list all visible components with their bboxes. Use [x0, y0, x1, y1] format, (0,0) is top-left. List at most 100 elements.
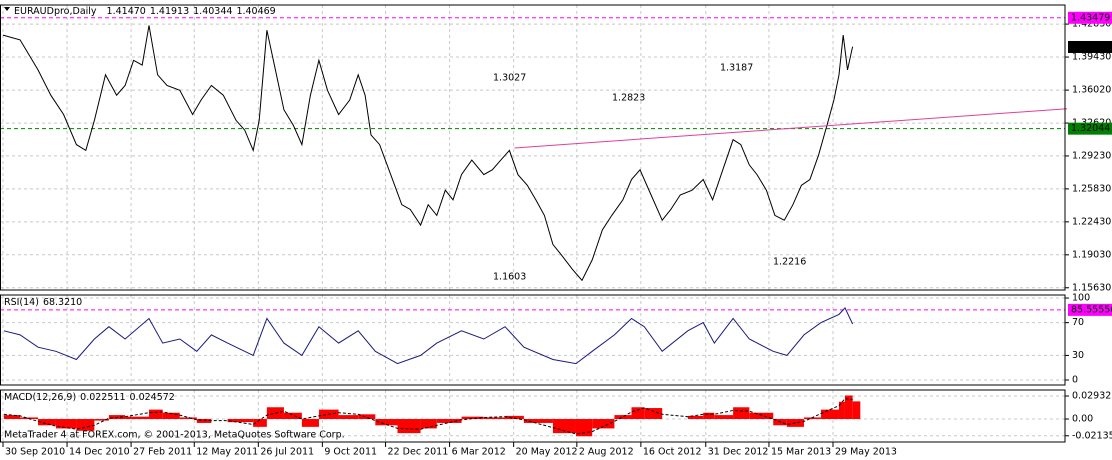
histogram-bar: [196, 419, 212, 423]
histogram-bar: [714, 415, 734, 420]
histogram-bar: [55, 419, 77, 429]
x-tick-label: 22 Dec 2011: [388, 447, 449, 458]
x-tick-label: 29 May 2013: [835, 447, 897, 458]
x-tick-label: 26 Jul 2011: [260, 447, 314, 458]
x-tick-label: 30 Sep 2010: [5, 447, 65, 458]
y-tick-label: -0.021358: [1072, 430, 1112, 441]
price-label: 1.40469: [1071, 41, 1110, 52]
level-label: 1.32044: [1071, 123, 1110, 134]
price-box: [1068, 40, 1112, 53]
histogram-bar: [803, 417, 822, 420]
ohlc-value: 1.40469: [236, 6, 275, 17]
y-tick-label: 100: [1072, 293, 1090, 304]
pane-border: [0, 294, 1066, 386]
histogram-bar: [162, 412, 180, 420]
annotation: 1.2823: [612, 93, 645, 104]
y-tick-label: 70: [1072, 317, 1084, 328]
annotation: 1.3027: [493, 73, 526, 84]
y-tick-label: 1.25830: [1072, 183, 1111, 194]
y-tick-label: 1.22430: [1072, 216, 1111, 227]
trendline: [514, 108, 1068, 149]
histogram-bar: [94, 419, 109, 421]
histogram-bar: [852, 401, 861, 420]
annotation: 1.3187: [720, 63, 753, 74]
y-tick-label: 1.39430: [1072, 52, 1111, 63]
histogram-bar: [786, 419, 804, 427]
histogram-bar: [149, 409, 163, 420]
histogram-bar: [523, 419, 553, 423]
histogram-bar: [38, 419, 56, 426]
histogram-bar: [687, 415, 704, 420]
y-tick-label: 0: [1072, 375, 1078, 386]
footer: MetaTrader 4 at FOREX.com, © 2001-2013, …: [4, 430, 345, 441]
histogram-bar: [358, 414, 376, 420]
indicator-value: 0.022511: [80, 392, 125, 403]
histogram-bar: [592, 419, 615, 429]
x-tick-label: 16 Oct 2012: [643, 447, 702, 458]
pane-header: EURAUDpro,Daily 1.41470 1.41913 1.40344 1.40…: [14, 6, 276, 17]
histogram-bar: [436, 419, 462, 423]
x-tick-label: 20 May 2012: [516, 447, 578, 458]
x-tick-label: 12 May 2011: [196, 447, 258, 458]
histogram-bar: [838, 401, 845, 420]
series-line: [3, 307, 854, 365]
pane-title: RSI(14): [4, 297, 39, 308]
indicator-value: 68.3210: [43, 297, 82, 308]
x-tick-label: 31 Dec 2012: [708, 447, 769, 458]
pane-header: RSI(14) 68.3210: [4, 297, 82, 308]
annotation: 1.1603: [493, 272, 526, 283]
histogram-bar: [733, 407, 750, 420]
histogram-bar: [461, 416, 484, 420]
level-box: [1068, 303, 1112, 316]
histogram-bar: [749, 412, 774, 420]
y-tick-label: 0.00: [1072, 414, 1093, 425]
pane-border: [0, 4, 1066, 291]
histogram-bar: [375, 419, 398, 426]
pane-border: [0, 389, 1066, 443]
x-tick-label: 6 Mar 2012: [452, 447, 506, 458]
ohlc-value: 1.40344: [193, 6, 232, 17]
histogram-bar: [179, 417, 197, 420]
x-tick-label: 9 Oct 2011: [324, 447, 377, 458]
menu-arrow: [4, 7, 10, 11]
x-tick-label: 15 Mar 2013: [771, 447, 831, 458]
histogram-bar: [644, 408, 663, 420]
pane-title: EURAUDpro,Daily: [14, 6, 97, 17]
histogram-bar: [420, 419, 437, 429]
y-tick-label: 1.36020: [1072, 85, 1111, 96]
annotation: 1.2216: [773, 257, 806, 268]
signal-line: [3, 398, 853, 435]
histogram-bar: [631, 407, 645, 420]
level-label: 1.43479: [1071, 12, 1110, 23]
histogram-bar: [338, 415, 359, 420]
histogram-bar: [397, 419, 421, 434]
histogram-bar: [125, 416, 150, 420]
y-tick-label: 0.029321: [1072, 391, 1112, 402]
histogram-bar: [283, 412, 302, 420]
histogram-bar: [703, 412, 715, 420]
x-tick-label: 2 Aug 2012: [579, 447, 634, 458]
y-tick-label: 1.42830: [1072, 19, 1111, 30]
histogram-bar: [227, 419, 254, 423]
histogram-bar: [844, 395, 853, 420]
pane-title: MACD(12,26,9): [4, 392, 76, 403]
histogram-bar: [483, 417, 506, 420]
histogram-bar: [821, 409, 839, 420]
histogram-bar: [301, 419, 319, 427]
histogram-bar: [76, 419, 95, 431]
level-box: [1068, 11, 1112, 24]
x-tick-label: 27 Feb 2011: [133, 447, 192, 458]
histogram-bar: [3, 415, 21, 420]
histogram-bar: [505, 415, 524, 420]
y-tick-label: 30: [1072, 350, 1084, 361]
series-line: [2, 25, 854, 282]
level-box: [1068, 122, 1112, 135]
y-tick-label: 1.15630: [1072, 282, 1111, 293]
pane-header: MACD(12,26,9) 0.022511 0.024572: [4, 392, 175, 403]
indicator-value: 0.024572: [130, 392, 175, 403]
level-label: 85.55556: [1071, 304, 1112, 315]
ohlc-value: 1.41470: [107, 6, 146, 17]
histogram-bar: [253, 419, 267, 427]
